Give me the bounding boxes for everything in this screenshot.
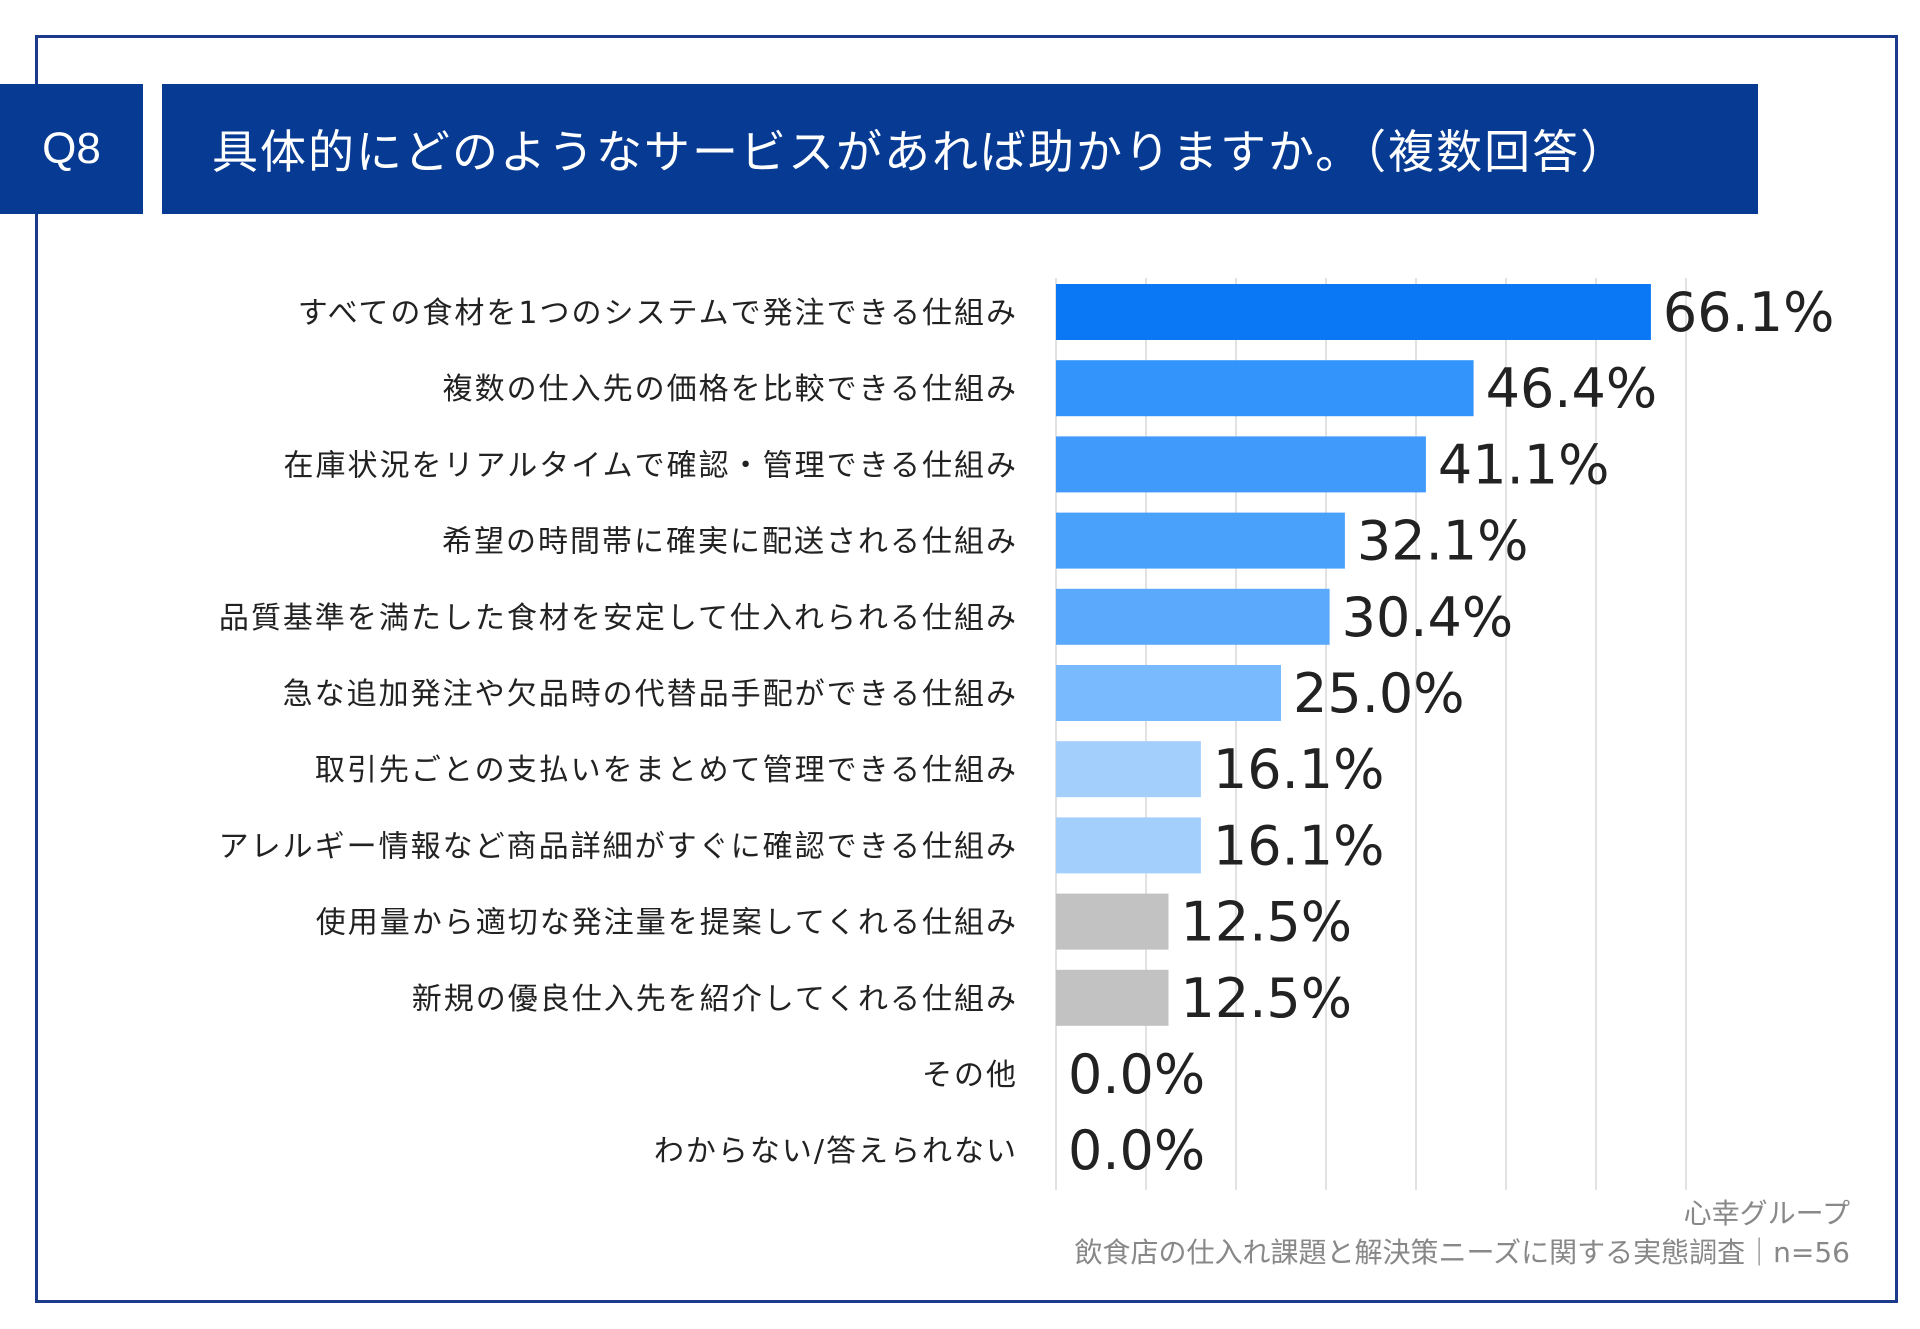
chart-frame xyxy=(35,35,1898,1303)
category-label: 新規の優良仕入先を紹介してくれる仕組み xyxy=(412,982,1018,1017)
bar xyxy=(1056,969,1169,1026)
value-label: 16.1% xyxy=(1213,814,1385,877)
bar xyxy=(1056,741,1201,798)
category-label: わからない/答えられない xyxy=(654,1134,1018,1169)
category-label: 急な追加発注や欠品時の代替品手配ができる仕組み xyxy=(283,677,1018,712)
value-label: 12.5% xyxy=(1181,891,1353,954)
value-label: 30.4% xyxy=(1342,586,1514,649)
bar xyxy=(1056,665,1281,721)
bar xyxy=(1056,893,1169,950)
value-label: 0.0% xyxy=(1068,1119,1205,1182)
question-number-badge: Q8 xyxy=(0,84,143,214)
category-label: 取引先ごとの支払いをまとめて管理できる仕組み xyxy=(315,753,1018,788)
bar xyxy=(1056,588,1330,645)
bar xyxy=(1056,360,1474,417)
bar xyxy=(1056,284,1651,340)
value-label: 32.1% xyxy=(1357,510,1529,573)
category-label: すべての食材を1つのシステムで発注できる仕組み xyxy=(298,296,1018,331)
value-label: 12.5% xyxy=(1181,967,1353,1030)
value-label: 0.0% xyxy=(1068,1043,1205,1106)
value-label: 25.0% xyxy=(1293,662,1465,725)
category-label: 使用量から適切な発注量を提案してくれる仕組み xyxy=(316,906,1018,941)
source-survey: 飲食店の仕入れ課題と解決策ニーズに関する実態調査｜n=56 xyxy=(1074,1236,1850,1269)
category-label: 在庫状況をリアルタイムで確認・管理できる仕組み xyxy=(284,448,1019,483)
bar xyxy=(1056,817,1201,874)
value-label: 41.1% xyxy=(1438,433,1610,496)
category-label: アレルギー情報など商品詳細がすぐに確認できる仕組み xyxy=(219,829,1018,864)
question-title: 具体的にどのようなサービスがあれば助かりますか。（複数回答） xyxy=(162,84,1758,214)
bar xyxy=(1056,436,1426,493)
category-label: その他 xyxy=(922,1058,1018,1093)
category-label: 複数の仕入先の価格を比較できる仕組み xyxy=(443,372,1018,407)
value-label: 46.4% xyxy=(1486,357,1658,420)
value-label: 66.1% xyxy=(1663,281,1835,344)
bar xyxy=(1056,512,1345,569)
category-label: 品質基準を満たした食材を安定して仕入れられる仕組み xyxy=(219,601,1018,636)
source-company: 心幸グループ xyxy=(1683,1197,1850,1230)
value-label: 16.1% xyxy=(1213,738,1385,801)
category-label: 希望の時間帯に確実に配送される仕組み xyxy=(442,525,1018,560)
